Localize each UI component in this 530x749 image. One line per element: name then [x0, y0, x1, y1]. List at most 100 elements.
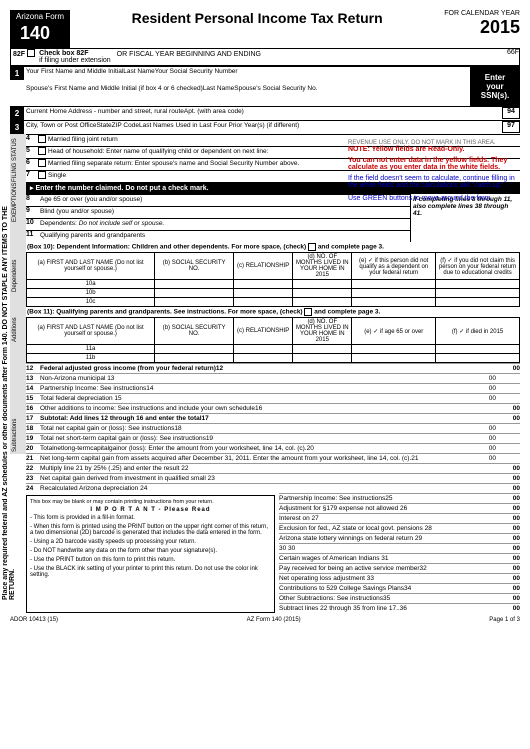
l32-end: 00 [500, 565, 520, 572]
box11-header: (Box 11): Qualifying parents and grandpa… [26, 307, 520, 317]
line-34: Contributions to 529 College Savings Pla… [279, 583, 520, 593]
address-label: Current Home Address - number and street… [24, 107, 502, 116]
table-row: 10a [27, 280, 520, 289]
line-24: 24Recalculated Arizona depreciation 2400 [26, 483, 520, 493]
l36-end: 00 [500, 605, 520, 612]
q-col-b: (b) SOCIAL SECURITY NO. [155, 318, 234, 345]
box-82f-text: Check box 82F if filing under extension [35, 49, 115, 65]
city-label: City, Town or Post OfficeStateZIP CodeLa… [24, 121, 502, 130]
l31-desc: Certain wages of American Indians 31 [279, 555, 500, 562]
q-col-a: (a) FIRST AND LAST NAME (Do not list you… [27, 318, 155, 345]
col-a: (a) FIRST AND LAST NAME (Do not list you… [27, 253, 155, 280]
imp-b1: - This form is provided in a fill-in for… [30, 515, 271, 521]
box-82f-sub: if filing under extension [39, 57, 111, 64]
table-row: 11b [27, 354, 520, 363]
line-21: 21Net long-term capital gain from assets… [26, 453, 520, 463]
l23-end: 00 [500, 475, 520, 482]
l29-end: 00 [500, 535, 520, 542]
l21-val: 00 [460, 455, 500, 462]
fiscal-yr-code: 66F [507, 49, 519, 65]
line-29: Arizona state lottery winnings on federa… [279, 533, 520, 543]
l27-desc: Interest on 27 [279, 515, 500, 522]
line-28: Exclusion for fed., AZ state or local go… [279, 523, 520, 533]
col-f: (f) ✓ if you did not claim this person o… [436, 253, 520, 280]
col-d: (d) NO. OF MONTHS LIVED IN YOUR HOME IN … [293, 253, 352, 280]
col-c: (c) RELATIONSHIP [234, 253, 293, 280]
col-b: (b) SOCIAL SECURITY NO. [155, 253, 234, 280]
l17-end: 00 [500, 415, 520, 422]
line-13: 13Non-Arizona municipal 1300 [26, 373, 520, 383]
state-label: Arizona Form [10, 10, 70, 23]
tax-form-page: Place any required federal and AZ schedu… [0, 0, 530, 633]
imp-b6: - Use the BLACK ink setting of your prin… [30, 566, 271, 578]
black-bar-text: Enter the number claimed. Do not put a c… [35, 185, 208, 192]
q-col-c: (c) RELATIONSHIP [234, 318, 293, 345]
page-footer: ADOR 10413 (15) AZ Form 140 (2015) Page … [10, 617, 520, 623]
note-yellow: NOTE: Yellow fields are Read-Only. [348, 146, 518, 153]
l22-desc: Multiply line 21 by 25% (.25) and enter … [40, 465, 460, 472]
l24-desc: Recalculated Arizona depreciation 24 [40, 485, 460, 492]
exemptions-label: EXEMPTIONS [10, 184, 26, 224]
box-82f-label: Check box 82F [39, 50, 88, 57]
l17-desc: Subtotal: Add lines 12 through 16 and en… [40, 415, 209, 422]
red-warning: You can not enter data in the yellow fie… [348, 157, 518, 171]
imp-b3: - Using a 2D barcode vastly speeds up pr… [30, 539, 271, 545]
form-id-block: Arizona Form 140 [10, 10, 70, 48]
line-16: 16Other additions to income: See instruc… [26, 403, 520, 413]
footer-right: Page 1 of 3 [489, 617, 520, 623]
line-20: 20Totalnetlong-termcapitalgainor (loss):… [26, 443, 520, 453]
line-23: 23Net capital gain derived from investme… [26, 473, 520, 483]
row-9: 9Blind (you and/or spouse) [26, 206, 410, 218]
l34-end: 00 [500, 585, 520, 592]
row-2-num: 2 [10, 107, 24, 120]
important-box: This box may be blank or may contain pri… [26, 495, 275, 613]
row-1-num: 1 [10, 67, 24, 80]
table-row: 11a [27, 345, 520, 354]
row-10: 10Dependents: Do not include self or spo… [26, 218, 410, 230]
box10-complete: and complete page 3. [318, 244, 384, 251]
filing-status-label: FILING STATUS [10, 134, 26, 184]
imp-b4: - Do NOT handwrite any data on the form … [30, 548, 271, 554]
l12-end: 00 [500, 365, 520, 372]
dependents-table: (a) FIRST AND LAST NAME (Do not list you… [26, 252, 520, 307]
row-3: 3 City, Town or Post OfficeStateZIP Code… [10, 120, 520, 134]
l19-val: 00 [460, 435, 500, 442]
checkbox-box11[interactable] [304, 308, 312, 316]
form-title: Resident Personal Income Tax Return [74, 10, 440, 26]
line-36: Subtract lines 22 through 35 from line 1… [279, 603, 520, 613]
qpg-table: (a) FIRST AND LAST NAME (Do not list you… [26, 317, 520, 363]
line-15: 15Total federal depreciation 1500 [26, 393, 520, 403]
additions-label: Additions [10, 294, 26, 344]
l23-desc: Net capital gain derived from investment… [40, 475, 460, 482]
l18-desc: Total net capital gain or (loss): See in… [40, 425, 460, 432]
line-12: 12Federal adjusted gross income (from yo… [26, 363, 520, 373]
checkbox-82f[interactable] [27, 49, 35, 57]
line-17: 17Subtotal: Add lines 12 through 16 and … [26, 413, 520, 423]
l14-desc: Partnership Income: See instructions14 [40, 385, 460, 392]
checkbox-box10[interactable] [308, 243, 316, 251]
l36-desc: Subtract lines 22 through 35 from line 1… [279, 605, 500, 612]
l35-desc: Other Subtractions: See instructions35 [279, 595, 500, 602]
l30-desc: 30 30 [279, 545, 500, 552]
checkbox-mfj[interactable] [38, 135, 46, 143]
l25-desc: Partnership Income: See instructions25 [279, 495, 500, 502]
l13-desc: Non-Arizona municipal 13 [40, 375, 460, 382]
checkbox-single[interactable] [38, 171, 46, 179]
year-block: FOR CALENDAR YEAR 2015 [444, 10, 520, 38]
box-97: 97 [502, 121, 520, 133]
l33-desc: Net operating loss adjustment 33 [279, 575, 500, 582]
imp-intro: This box may be blank or may contain pri… [30, 499, 271, 505]
row-3-num: 3 [10, 121, 24, 134]
checkbox-mfs[interactable] [38, 159, 46, 167]
box11-title: (Box 11): Qualifying parents and grandpa… [27, 309, 303, 316]
deps-label: Dependents: [40, 220, 77, 227]
checkbox-hoh[interactable] [38, 147, 46, 155]
qpg-label: Qualifying parents and grandparents [38, 231, 410, 240]
l19-desc: Total net short-term capital gain or (lo… [40, 435, 460, 442]
line-22: 22Multiply line 21 by 25% (.25) and ente… [26, 463, 520, 473]
year-label: FOR CALENDAR YEAR [444, 10, 520, 17]
l26-desc: Adjustment for §179 expense not allowed … [279, 505, 500, 512]
line-14: 14Partnership Income: See instructions14… [26, 383, 520, 393]
table-row: 10b [27, 289, 520, 298]
green-note: Use GREEN buttons to move around the for… [348, 195, 518, 202]
